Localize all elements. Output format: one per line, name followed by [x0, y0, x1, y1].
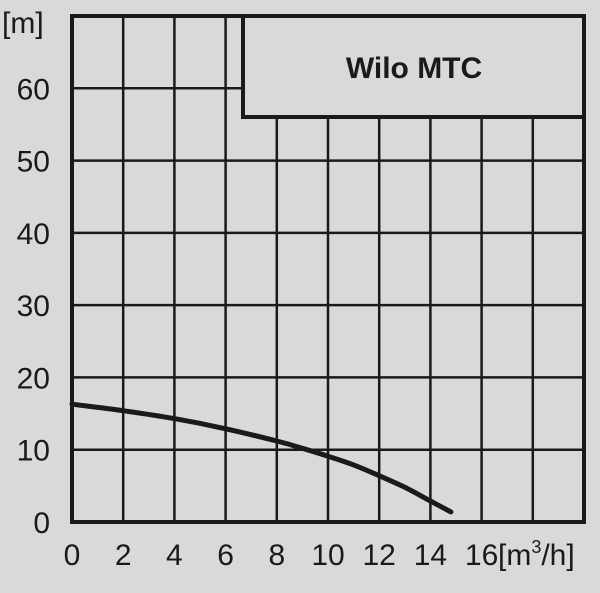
title-box: Wilo MTC — [241, 14, 586, 119]
x-tick-labels: 0 2 4 6 8 10 12 14 16 — [64, 539, 499, 572]
y-tick-label: 20 — [17, 362, 50, 395]
y-tick-labels: 0 10 20 30 40 50 60 — [17, 73, 50, 540]
x-tick-label: 12 — [363, 539, 396, 572]
y-tick-label: 30 — [17, 290, 50, 323]
x-tick-label: 14 — [414, 539, 447, 572]
title-box-rect — [241, 14, 586, 119]
y-tick-label: 40 — [17, 218, 50, 251]
x-axis-label-sup: 3 — [531, 537, 541, 557]
x-axis-label-prefix: [m — [498, 539, 531, 572]
y-tick-label: 0 — [33, 507, 50, 540]
x-tick-label: 16 — [465, 539, 498, 572]
x-tick-label: 10 — [311, 539, 344, 572]
x-tick-label: 0 — [64, 539, 81, 572]
x-axis-label-suffix: /h] — [541, 539, 574, 572]
x-axis-label: [m3/h] — [498, 537, 575, 572]
y-tick-label: 10 — [17, 435, 50, 468]
y-axis-label: [m] — [2, 7, 44, 40]
y-tick-label: 60 — [17, 73, 50, 106]
x-tick-label: 8 — [268, 539, 285, 572]
x-tick-label: 6 — [217, 539, 234, 572]
x-tick-label: 4 — [166, 539, 183, 572]
series-line — [69, 401, 454, 515]
x-tick-label: 2 — [115, 539, 132, 572]
chart-title: Wilo MTC — [346, 52, 482, 85]
y-tick-label: 50 — [17, 146, 50, 179]
